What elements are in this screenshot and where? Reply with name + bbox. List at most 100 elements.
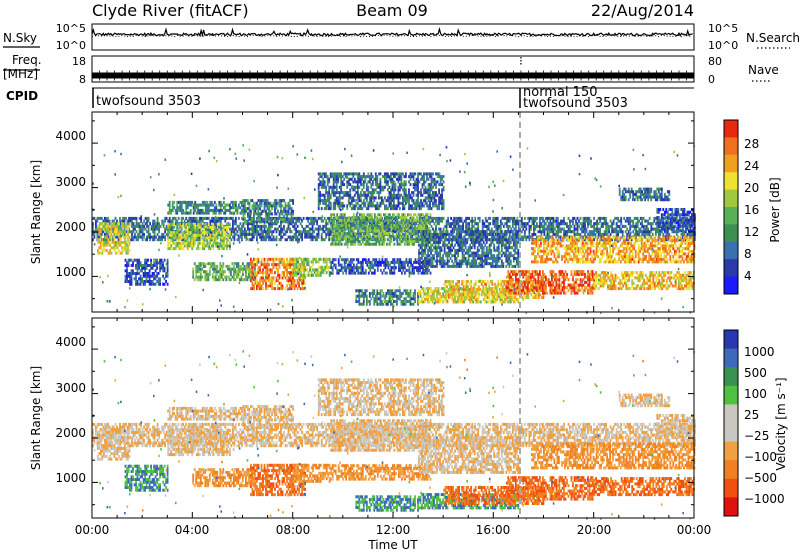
power-cell xyxy=(412,238,415,242)
power-cell xyxy=(536,216,538,220)
power-cell xyxy=(317,204,320,208)
power-cell xyxy=(289,230,291,234)
power-cell xyxy=(289,219,291,223)
power-cell xyxy=(328,230,331,234)
power-cell xyxy=(459,227,461,231)
power-cell xyxy=(148,269,151,273)
power-cell xyxy=(441,193,443,197)
power-cell xyxy=(328,257,331,261)
power-cell xyxy=(414,224,416,228)
power-cell xyxy=(164,238,166,242)
power-cell xyxy=(290,222,293,226)
freq-tick-bottom: 8 xyxy=(79,73,86,86)
power-cell xyxy=(436,222,439,226)
power-cell xyxy=(451,235,454,239)
power-cell xyxy=(376,201,379,205)
power-cell xyxy=(405,230,407,234)
power-cell xyxy=(207,227,210,231)
power-cell xyxy=(212,223,215,227)
power-cell xyxy=(140,219,142,223)
power-cell xyxy=(167,239,170,243)
power-cell xyxy=(305,235,308,239)
power-cell xyxy=(180,227,183,231)
power-cell xyxy=(370,221,373,225)
power-cell xyxy=(256,224,258,228)
power-cell xyxy=(268,238,270,242)
power-cell xyxy=(511,224,514,228)
power-cell xyxy=(189,216,192,220)
power-cell xyxy=(356,188,359,192)
power-cell xyxy=(259,215,261,219)
power-cell xyxy=(289,265,291,269)
power-cell xyxy=(393,222,395,226)
power-cell xyxy=(483,224,486,228)
power-cell xyxy=(391,177,394,181)
power-cell xyxy=(131,235,133,239)
power-cell xyxy=(362,185,365,189)
power-cell xyxy=(152,235,154,239)
power-cell xyxy=(448,224,451,228)
power-cell xyxy=(126,269,128,273)
power-cell xyxy=(238,227,240,231)
cpid-label: CPID xyxy=(6,89,38,103)
power-cell xyxy=(197,211,200,215)
power-cell xyxy=(552,216,555,220)
power-cell xyxy=(359,180,362,184)
power-cell xyxy=(156,232,159,236)
power-cell xyxy=(244,235,246,239)
power-cell xyxy=(107,219,109,223)
power-cell xyxy=(123,219,126,223)
power-cell xyxy=(236,211,239,215)
power-cell xyxy=(528,219,531,223)
power-cell xyxy=(384,224,386,228)
power-cell xyxy=(499,219,502,223)
power-cell xyxy=(525,238,528,242)
power-cell xyxy=(251,232,254,236)
power-cell xyxy=(103,227,105,231)
power-cell xyxy=(131,224,133,228)
power-cell xyxy=(536,222,538,226)
power-cell xyxy=(363,218,366,222)
power-cell xyxy=(162,264,164,267)
power-cell xyxy=(525,224,528,228)
power-cell xyxy=(376,227,379,231)
power-cell xyxy=(274,287,276,291)
power-cell xyxy=(361,229,364,233)
power-cell xyxy=(307,230,309,234)
power-cell xyxy=(481,238,484,242)
power-cell xyxy=(219,222,222,226)
power-cell xyxy=(219,262,222,266)
power-cell xyxy=(140,224,142,228)
power-cell xyxy=(374,172,377,176)
power-cell xyxy=(256,220,258,224)
power-cell xyxy=(486,227,489,231)
power-cell xyxy=(337,177,340,181)
power-cell xyxy=(102,230,105,234)
power-cell xyxy=(160,258,163,262)
power-cell xyxy=(496,232,499,236)
power-cell xyxy=(382,227,385,231)
power-cell xyxy=(647,219,650,223)
power-cell xyxy=(430,175,433,179)
power-cell xyxy=(326,183,329,187)
power-cell xyxy=(238,216,240,220)
power-cell xyxy=(236,238,239,242)
power-cell xyxy=(162,224,165,228)
power-cell xyxy=(180,222,183,226)
power-cell xyxy=(588,230,591,234)
power-cell xyxy=(195,216,198,220)
power-cell xyxy=(284,201,287,205)
power-cell xyxy=(106,243,108,247)
power-cell xyxy=(136,280,139,283)
power-cell xyxy=(498,224,501,228)
power-cell xyxy=(225,228,228,232)
power-cell xyxy=(92,227,94,231)
power-cell xyxy=(436,216,439,220)
power-cell xyxy=(207,232,210,236)
power-cell xyxy=(338,227,341,231)
power-cell xyxy=(356,183,359,187)
power-cell xyxy=(409,183,412,187)
power-cell xyxy=(320,216,323,220)
power-cell xyxy=(180,236,183,240)
power-cell xyxy=(213,230,216,234)
